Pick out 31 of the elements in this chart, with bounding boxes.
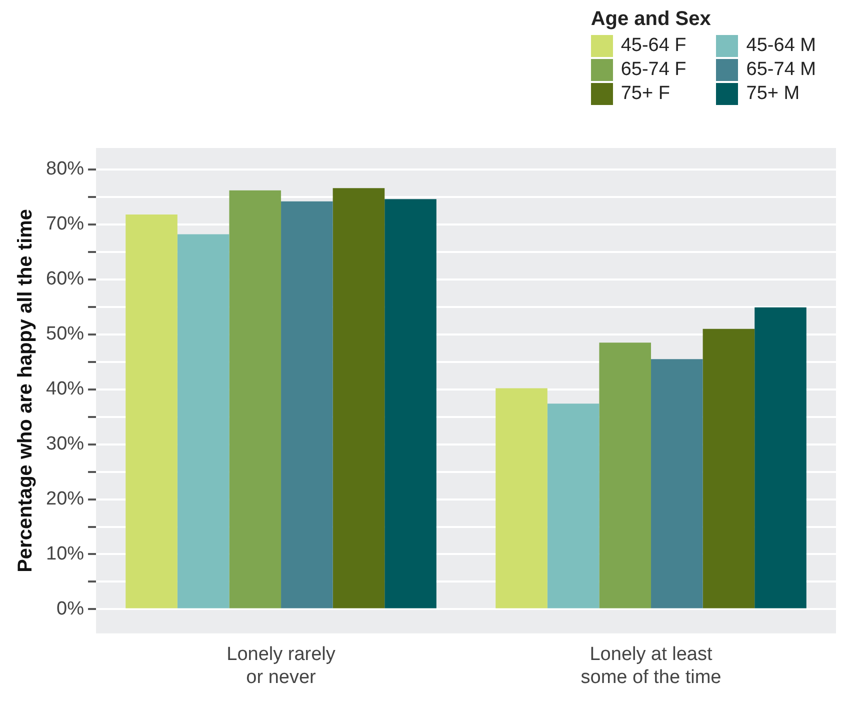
- bar: [384, 199, 436, 608]
- bar: [754, 307, 806, 608]
- legend-label: 75+ M: [746, 83, 800, 105]
- y-tick-label: 70%: [46, 214, 84, 235]
- bar: [332, 188, 385, 608]
- legend-label: 65-74 F: [620, 59, 686, 81]
- bar: [496, 388, 548, 608]
- y-axis-title: Percentage who are happy all the time: [14, 208, 37, 572]
- bar: [281, 201, 333, 608]
- y-tick-label: 60%: [46, 268, 84, 290]
- bar: [702, 328, 755, 608]
- x-tick-label: Lonely at least some of the time: [580, 644, 722, 688]
- bar: [651, 359, 703, 608]
- y-tick-label: 20%: [46, 488, 84, 510]
- legend-label: 45-64 M: [746, 35, 816, 57]
- legend-label: 65-74 M: [746, 59, 816, 81]
- bar: [126, 214, 178, 608]
- y-tick-label: 50%: [46, 324, 84, 345]
- y-tick-label: 10%: [46, 543, 84, 564]
- y-tick-label: 40%: [46, 378, 84, 400]
- legend-title: Age and Sex: [590, 8, 712, 31]
- x-tick-label: Lonely rarely or never: [226, 644, 336, 688]
- legend-label: 75+ F: [620, 83, 670, 105]
- bar: [547, 404, 600, 608]
- y-tick-label: 80%: [46, 158, 84, 180]
- bar: [229, 190, 282, 608]
- bar: [599, 342, 652, 608]
- legend-label: 45-64 F: [620, 35, 686, 57]
- bar: [177, 234, 230, 608]
- y-tick-label: 0%: [56, 598, 84, 620]
- y-tick-label: 30%: [46, 434, 84, 455]
